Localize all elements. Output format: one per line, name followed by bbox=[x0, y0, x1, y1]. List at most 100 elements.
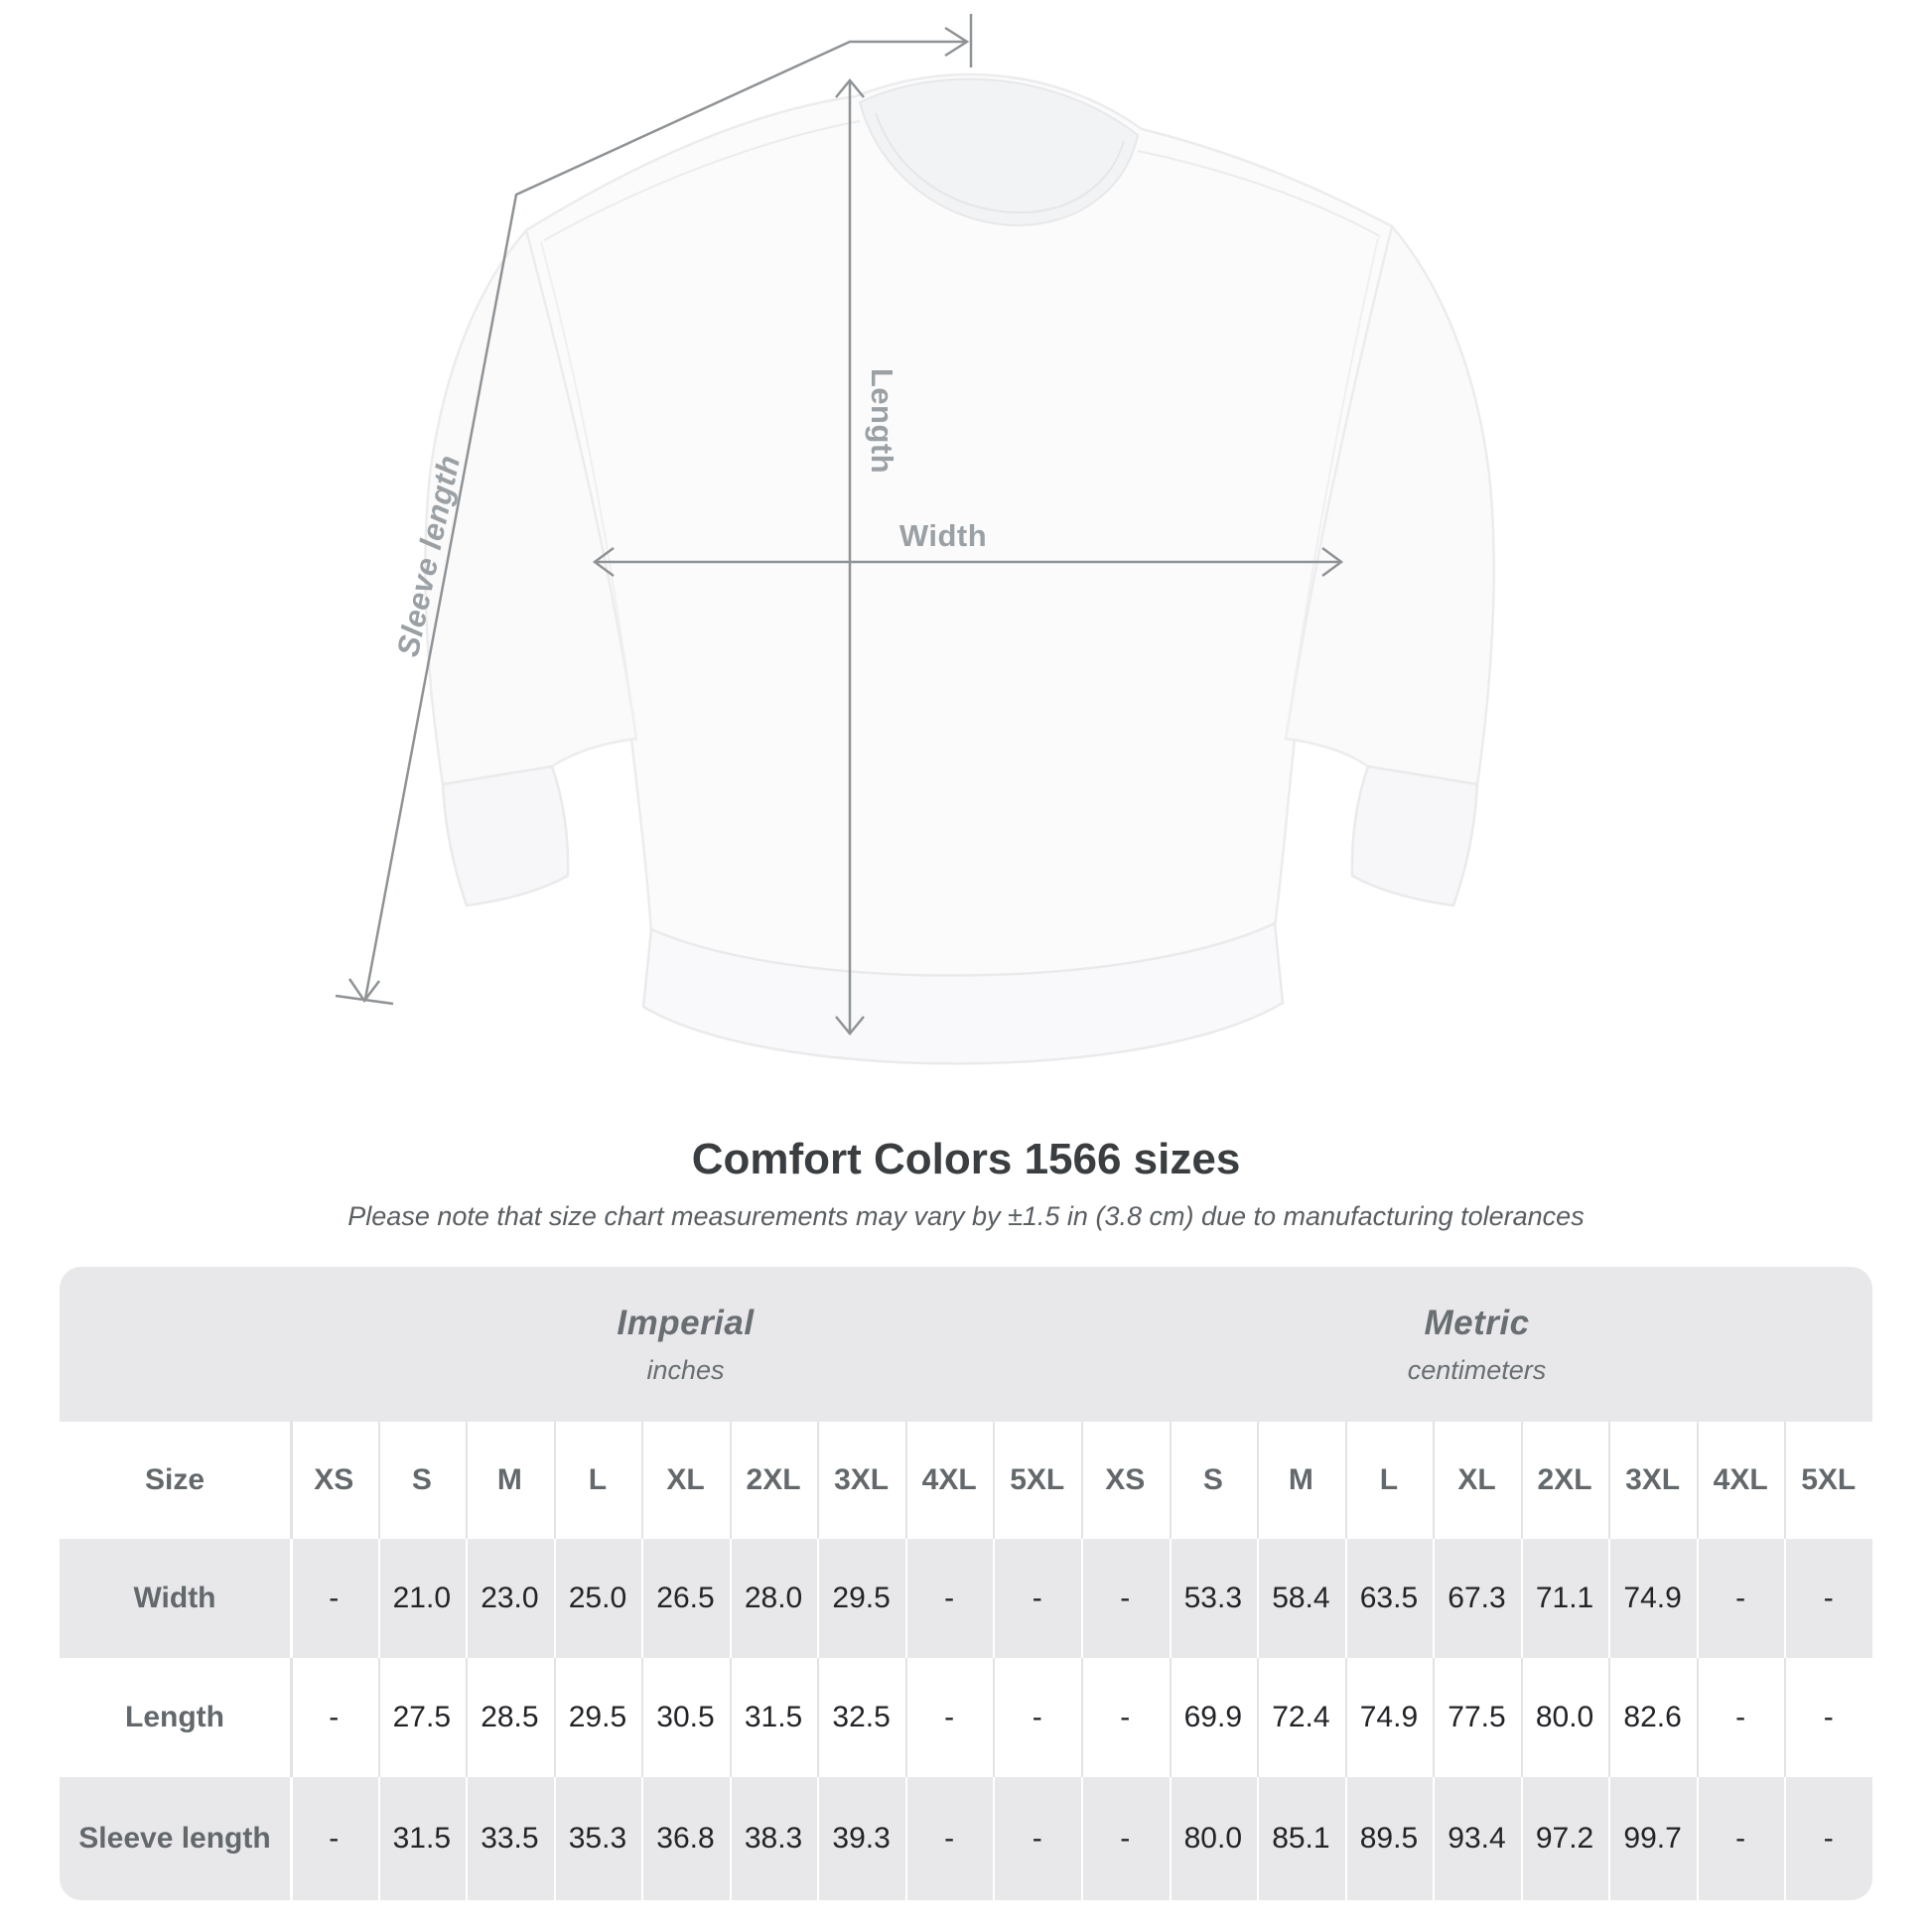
measurement-cell: - bbox=[1784, 1658, 1872, 1777]
size-header-cell: L bbox=[1345, 1422, 1434, 1539]
measurement-cell: 29.5 bbox=[817, 1539, 905, 1658]
page-title: Comfort Colors 1566 sizes bbox=[691, 1135, 1241, 1183]
measurement-cell: 23.0 bbox=[466, 1539, 554, 1658]
measurement-cell: 71.1 bbox=[1521, 1539, 1609, 1658]
imperial-header: Imperial inches bbox=[290, 1267, 1081, 1422]
sleeve-length-row: Sleeve length -31.5 33.5 35.3 36.8 38.3 39.3- -… bbox=[60, 1777, 1872, 1900]
size-header-cell: 3XL bbox=[1608, 1422, 1697, 1539]
measurement-cell: - bbox=[1697, 1777, 1785, 1900]
measurement-cell: 85.1 bbox=[1257, 1777, 1345, 1900]
measurement-cell: 36.8 bbox=[641, 1777, 730, 1900]
row-label: Length bbox=[125, 1701, 224, 1733]
size-header-cell: S bbox=[378, 1422, 467, 1539]
measurement-cell: 80.0 bbox=[1521, 1658, 1609, 1777]
imperial-title: Imperial bbox=[617, 1303, 755, 1342]
measurement-cell: - bbox=[1784, 1777, 1872, 1900]
sweatshirt-garment bbox=[424, 72, 1495, 1065]
size-header-cell: 2XL bbox=[730, 1422, 818, 1539]
measurement-cell: 28.5 bbox=[466, 1658, 554, 1777]
measurement-cell: 74.9 bbox=[1345, 1658, 1434, 1777]
width-row: Width -21.0 23.0 25.0 26.5 28.0 29.5- - -53.3 58.… bbox=[60, 1539, 1872, 1658]
measurement-cell: 26.5 bbox=[641, 1539, 730, 1658]
length-arrow bbox=[835, 78, 865, 1035]
measurement-cell: 58.4 bbox=[1257, 1539, 1345, 1658]
measurement-cell: 69.9 bbox=[1170, 1658, 1258, 1777]
tolerance-note: Please note that size chart measurements… bbox=[347, 1201, 1585, 1231]
width-measure-label: Width bbox=[898, 518, 988, 553]
size-header-cell: XL bbox=[641, 1422, 730, 1539]
size-header-cell: 2XL bbox=[1521, 1422, 1609, 1539]
measurement-cell: 82.6 bbox=[1608, 1658, 1697, 1777]
length-row: Length -27.5 28.5 29.5 30.5 31.5 32.5- - -69.9 72… bbox=[60, 1658, 1872, 1777]
measurement-cell: 32.5 bbox=[817, 1658, 905, 1777]
measurement-cell: 29.5 bbox=[554, 1658, 642, 1777]
measurement-cell: 31.5 bbox=[730, 1658, 818, 1777]
metric-header: Metric centimeters bbox=[1081, 1267, 1872, 1422]
measurement-cell: 31.5 bbox=[378, 1777, 467, 1900]
measurement-cell: - bbox=[993, 1658, 1081, 1777]
caption-block: Comfort Colors 1566 sizes Please note th… bbox=[0, 1134, 1932, 1233]
size-header-cell: 4XL bbox=[1697, 1422, 1785, 1539]
size-header-cell: S bbox=[1170, 1422, 1258, 1539]
measurement-cell: - bbox=[993, 1539, 1081, 1658]
measurement-cell: 33.5 bbox=[466, 1777, 554, 1900]
measurement-cell: 28.0 bbox=[730, 1539, 818, 1658]
size-header-cell: M bbox=[466, 1422, 554, 1539]
sleeve-length-arrow bbox=[335, 14, 973, 1006]
measurement-cell: 35.3 bbox=[554, 1777, 642, 1900]
size-header-cell: L bbox=[554, 1422, 642, 1539]
measurement-cell: 77.5 bbox=[1433, 1658, 1521, 1777]
corner-cell bbox=[60, 1267, 290, 1422]
size-header-cell: 5XL bbox=[993, 1422, 1081, 1539]
size-table: Imperial inches Metric centimeters Size X… bbox=[60, 1267, 1872, 1900]
measurement-cell: 21.0 bbox=[378, 1539, 467, 1658]
measurement-cell: 93.4 bbox=[1433, 1777, 1521, 1900]
measurement-cell: - bbox=[905, 1539, 994, 1658]
measurement-cell: - bbox=[993, 1777, 1081, 1900]
measurement-cell: - bbox=[290, 1658, 378, 1777]
measurement-cell: 99.7 bbox=[1608, 1777, 1697, 1900]
measurement-cell: 63.5 bbox=[1345, 1539, 1434, 1658]
measurement-cell: - bbox=[905, 1658, 994, 1777]
unit-header-row: Imperial inches Metric centimeters bbox=[60, 1267, 1872, 1422]
measurement-cell: 38.3 bbox=[730, 1777, 818, 1900]
size-header-cell: 3XL bbox=[817, 1422, 905, 1539]
measurement-arrows bbox=[335, 14, 1344, 1035]
size-header-cell: M bbox=[1257, 1422, 1345, 1539]
measurement-cell: - bbox=[905, 1777, 994, 1900]
measurement-cell: 72.4 bbox=[1257, 1658, 1345, 1777]
measurement-cell: - bbox=[290, 1777, 378, 1900]
measurement-cell: 89.5 bbox=[1345, 1777, 1434, 1900]
measurement-cell: 67.3 bbox=[1433, 1539, 1521, 1658]
size-header-row: Size XS S M L XL 2XL 3XL 4XL 5XL XS S M L XL 2XL 3XL 4XL 5… bbox=[60, 1422, 1872, 1539]
row-label: Sleeve length bbox=[78, 1822, 271, 1855]
size-header-cell: 5XL bbox=[1784, 1422, 1872, 1539]
measurement-cell: 97.2 bbox=[1521, 1777, 1609, 1900]
size-header-cell: XS bbox=[1081, 1422, 1170, 1539]
measurement-cell: - bbox=[1081, 1658, 1170, 1777]
measurement-cell: - bbox=[1784, 1539, 1872, 1658]
imperial-unit: inches bbox=[646, 1354, 725, 1385]
measurement-cell: - bbox=[290, 1539, 378, 1658]
measurement-cell: - bbox=[1697, 1658, 1785, 1777]
size-header-cell: XS bbox=[290, 1422, 378, 1539]
metric-unit: centimeters bbox=[1407, 1354, 1547, 1385]
sweatshirt-illustration bbox=[335, 14, 1495, 1065]
width-arrow bbox=[592, 546, 1344, 578]
sweatshirt-diagram: Length Width Sleeve length bbox=[335, 14, 1495, 1065]
measurement-cell: 25.0 bbox=[554, 1539, 642, 1658]
measurement-cell: 53.3 bbox=[1170, 1539, 1258, 1658]
measurement-cell: 30.5 bbox=[641, 1658, 730, 1777]
size-column-title: Size bbox=[144, 1463, 206, 1496]
size-header-cell: 4XL bbox=[905, 1422, 994, 1539]
measurement-cell: 80.0 bbox=[1170, 1777, 1258, 1900]
measurement-cell: - bbox=[1081, 1539, 1170, 1658]
measurement-cell: - bbox=[1081, 1777, 1170, 1900]
measurement-cell: 74.9 bbox=[1608, 1539, 1697, 1658]
measurement-cell: - bbox=[1697, 1539, 1785, 1658]
length-measure-label: Length bbox=[865, 367, 899, 475]
measurement-cell: 39.3 bbox=[817, 1777, 905, 1900]
size-header-cell: XL bbox=[1433, 1422, 1521, 1539]
measurement-cell: 27.5 bbox=[378, 1658, 467, 1777]
